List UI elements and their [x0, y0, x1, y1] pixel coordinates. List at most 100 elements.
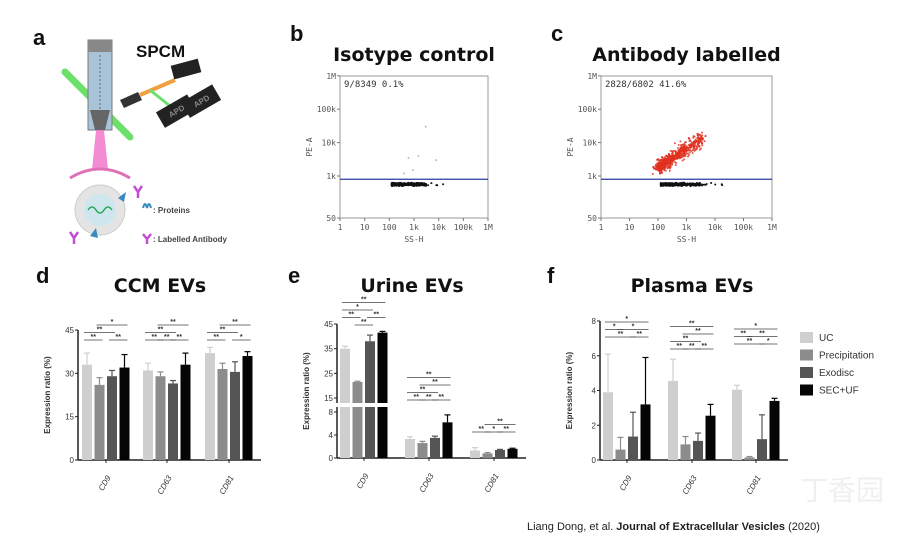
detector-small [170, 58, 202, 80]
x-tick-label: 10k [431, 223, 446, 232]
event-positive [658, 168, 661, 171]
axis-break [333, 403, 390, 407]
x-tick-label-cd63: CD63 [681, 473, 699, 496]
bar-secuf-cd81 [507, 448, 518, 458]
event-positive [699, 133, 702, 136]
event-positive [671, 161, 674, 164]
significance-label: ** [504, 426, 510, 433]
significance-label: * [111, 319, 114, 326]
event-negative [435, 184, 438, 187]
chart-title: Antibody labelled [592, 44, 780, 66]
significance-label: ** [479, 426, 485, 433]
event-positive [688, 151, 691, 154]
bar-secuf-cd81 [769, 400, 780, 460]
event-positive [687, 155, 690, 158]
y-tick-label: 1M [587, 72, 597, 81]
detector-apd-2: APD [180, 84, 222, 118]
event-negative [404, 184, 407, 187]
x-tick-label: 1k [682, 223, 692, 232]
y-axis-label: PE-A [305, 137, 314, 156]
event-negative [666, 182, 669, 185]
panel-a: a SPCM APD APD [33, 25, 227, 244]
event-positive [403, 172, 406, 175]
significance-label: ** [420, 387, 426, 394]
significance-label: ** [414, 394, 420, 401]
event-positive [692, 140, 695, 143]
event-negative [679, 182, 682, 185]
chart-title: CCM EVs [114, 275, 206, 297]
rna-strand [87, 206, 113, 214]
vesicle-core [84, 194, 116, 226]
event-positive [665, 158, 668, 161]
bar-exodisc-cd9 [107, 376, 117, 460]
event-positive [662, 164, 665, 167]
event-positive [664, 166, 667, 169]
panel-b: b Isotype control 1 10 100 1k 10k 100k 1M 50 1k 10k… [290, 21, 495, 244]
significance-label: * [240, 334, 243, 341]
event-negative [701, 183, 704, 186]
bar-exodisc-cd63 [693, 440, 703, 460]
event-positive [694, 140, 697, 143]
event-positive [695, 146, 698, 149]
significance-label: * [625, 316, 628, 323]
y-tick-label: 8 [329, 408, 334, 417]
event-positive [688, 153, 691, 156]
event-negative [684, 184, 687, 187]
event-positive [698, 142, 701, 145]
gate-stats: 9/8349 0.1% [344, 80, 404, 90]
legend: UC Precipitation Exodisc SEC+UF [800, 332, 874, 397]
y-tick-label: 10k [583, 139, 598, 148]
event-positive [655, 167, 658, 170]
event-positive [677, 143, 680, 146]
event-positive [651, 173, 654, 176]
event-positive [417, 154, 420, 157]
legend-label: SEC+UF [819, 386, 859, 397]
event-positive [407, 156, 410, 159]
bar-secuf-cd9 [640, 404, 651, 460]
significance-label: ** [97, 327, 103, 334]
bar-exodisc-cd81 [230, 371, 240, 460]
significance-label: * [356, 304, 359, 311]
event-negative [402, 184, 405, 187]
citation-authors: Liang Dong, et al. [527, 521, 616, 533]
x-tick-label: 1M [483, 223, 493, 232]
bar-exodisc-cd63 [430, 437, 440, 458]
chart-title: Plasma EVs [631, 275, 754, 297]
x-tick-label-cd81: CD81 [218, 474, 236, 496]
bar-exodisc-cd63 [168, 383, 178, 460]
protein [118, 192, 126, 202]
y-tick-label: 45 [324, 320, 333, 329]
event-positive [689, 148, 692, 151]
x-axis-label: SS-H [404, 235, 423, 244]
bar-precipitation-cd63 [155, 376, 166, 460]
event-negative [685, 183, 688, 186]
event-positive [668, 169, 671, 172]
event-positive [693, 143, 696, 146]
event-positive [668, 154, 671, 157]
event-positive [688, 140, 691, 143]
event-positive [689, 149, 692, 152]
protein [90, 228, 98, 238]
event-positive [661, 156, 664, 159]
significance-label: ** [220, 327, 226, 334]
significance-label: ** [683, 336, 689, 343]
bar-exodisc-cd81 [495, 449, 505, 458]
y-tick-label: 35 [324, 345, 333, 354]
event-positive [683, 153, 686, 156]
significance-label: ** [349, 312, 355, 319]
significance-label: ** [152, 334, 158, 341]
significance-label: ** [91, 334, 97, 341]
event-negative [413, 183, 416, 186]
y-tick-label: 4 [329, 431, 334, 440]
event-positive [677, 149, 680, 152]
bar-secuf-cd63 [705, 415, 716, 460]
significance-label: ** [747, 338, 753, 345]
panel-c: c Antibody labelled 1 10 100 1k 10k 100k 1M 50 1k 1… [551, 21, 781, 244]
event-positive [666, 163, 669, 166]
y-tick-label: 25 [324, 369, 333, 378]
bar-uc-cd9 [82, 364, 92, 460]
legend-labelled-antibody: : Labelled Antibody [153, 235, 227, 244]
bar-precipitation-cd63 [417, 443, 428, 458]
event-positive [691, 152, 694, 155]
y-axis-label: PE-A [566, 137, 575, 156]
